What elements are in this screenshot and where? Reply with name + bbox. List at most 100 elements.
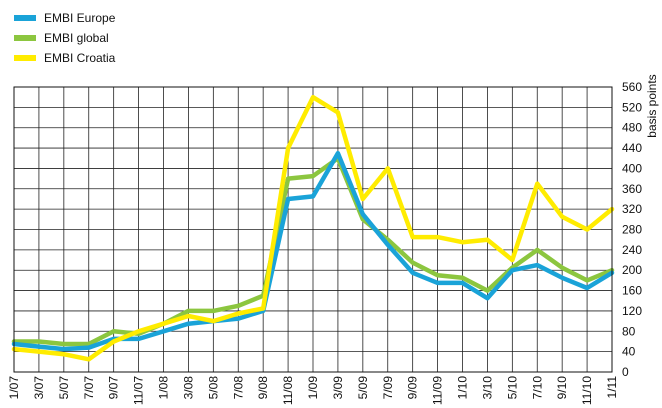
data-point-embi-europe-22 (560, 276, 564, 280)
data-point-embi-global-21 (536, 248, 539, 252)
x-tick-label-3: 7/07 (82, 376, 96, 400)
data-point-embi-global-4 (112, 330, 115, 333)
data-point-embi-croatia-7 (187, 314, 190, 318)
x-tick-label-19: 3/10 (480, 376, 494, 400)
y-tick-label-8: 320 (622, 202, 642, 216)
data-point-embi-europe-5 (137, 337, 140, 341)
legend-swatch-embi-global (14, 35, 36, 41)
plot-frame (13, 86, 613, 373)
data-point-embi-global-12 (311, 174, 315, 178)
data-point-embi-croatia-2 (62, 352, 66, 356)
data-point-embi-europe-16 (411, 271, 414, 274)
data-point-embi-croatia-4 (112, 340, 115, 343)
data-point-embi-croatia-22 (560, 215, 564, 218)
data-point-embi-europe-18 (461, 281, 464, 285)
data-point-embi-europe-17 (436, 281, 439, 285)
data-point-embi-croatia-23 (585, 228, 589, 231)
x-tick-label-17: 11/09 (431, 376, 445, 405)
data-point-embi-global-2 (62, 342, 66, 346)
data-point-embi-croatia-19 (486, 238, 489, 241)
data-point-embi-croatia-3 (87, 358, 90, 361)
data-point-embi-croatia-18 (461, 241, 464, 244)
y-tick-label-3: 120 (622, 304, 642, 318)
data-point-embi-europe-6 (162, 330, 165, 333)
x-tick-label-16: 9/09 (406, 376, 420, 400)
x-tick-label-22: 9/10 (555, 376, 569, 400)
x-tick-label-14: 5/09 (356, 376, 370, 400)
x-tick-label-20: 5/10 (505, 376, 519, 400)
y-tick-label-13: 520 (622, 100, 642, 114)
x-tick-label-7: 3/08 (181, 376, 195, 400)
data-point-embi-croatia-17 (436, 235, 439, 239)
series-lines (11, 94, 615, 362)
y-tick-label-10: 400 (622, 161, 642, 175)
data-point-embi-global-11 (286, 177, 290, 180)
y-tick-label-9: 360 (622, 182, 642, 196)
x-tick-label-0: 1/07 (7, 376, 21, 400)
legend-label-embi-europe: EMBI Europe (44, 11, 116, 25)
data-point-embi-europe-15 (386, 243, 389, 246)
data-point-embi-croatia-12 (311, 95, 315, 99)
data-point-embi-global-8 (212, 309, 215, 313)
y-tick-label-5: 200 (622, 263, 642, 277)
data-point-embi-europe-3 (87, 346, 90, 349)
y-tick-label-7: 280 (622, 223, 642, 237)
data-point-embi-croatia-5 (137, 330, 140, 333)
legend-label-embi-croatia: EMBI Croatia (44, 51, 116, 65)
data-point-embi-global-1 (37, 340, 41, 343)
data-point-embi-global-17 (436, 274, 439, 277)
y-axis-ticks: 0 40 80 120 160 200 240 280 320 360 400 440 480 520 56… (622, 80, 642, 379)
y-tick-label-2: 80 (622, 324, 636, 338)
data-point-embi-croatia-16 (411, 235, 414, 239)
x-tick-label-18: 1/10 (456, 376, 470, 400)
x-tick-label-12: 1/09 (306, 376, 320, 400)
data-point-embi-europe-20 (511, 269, 514, 272)
y-tick-label-6: 240 (622, 243, 642, 257)
y-tick-label-4: 160 (622, 284, 642, 298)
data-point-embi-global-14 (361, 218, 365, 221)
data-point-embi-europe-21 (536, 263, 539, 267)
data-point-embi-europe-11 (286, 197, 290, 201)
data-point-embi-europe-19 (486, 297, 489, 300)
data-point-embi-croatia-14 (361, 197, 365, 201)
x-tick-label-21: 7/10 (530, 376, 544, 400)
x-tick-label-11: 11/08 (281, 376, 295, 405)
data-point-embi-europe-1 (37, 345, 41, 348)
data-point-embi-europe-7 (187, 322, 190, 325)
x-tick-label-2: 5/07 (57, 376, 71, 400)
data-point-embi-europe-2 (62, 347, 66, 351)
data-point-embi-global-7 (187, 309, 190, 313)
x-tick-label-15: 7/09 (381, 376, 395, 400)
data-point-embi-global-19 (486, 289, 489, 292)
data-point-embi-croatia-13 (336, 111, 340, 114)
y-tick-label-12: 480 (622, 121, 642, 135)
x-tick-label-10: 9/08 (256, 376, 270, 400)
data-point-embi-croatia-1 (37, 350, 41, 353)
data-point-embi-europe-13 (336, 151, 340, 155)
legend-label-embi-global: EMBI global (44, 31, 109, 45)
data-point-embi-global-15 (386, 238, 389, 241)
data-point-embi-global-23 (585, 279, 589, 282)
x-tick-label-4: 9/07 (107, 376, 121, 400)
legend: EMBI Europe EMBI global EMBI Croatia (14, 11, 116, 65)
y-tick-label-0: 0 (622, 365, 629, 379)
data-point-embi-europe-12 (311, 195, 315, 198)
legend-swatch-embi-croatia (14, 55, 36, 61)
data-point-embi-croatia-10 (261, 307, 265, 310)
x-tick-label-23: 11/10 (580, 376, 594, 405)
data-point-embi-europe-23 (585, 286, 589, 290)
data-point-embi-europe-14 (361, 213, 365, 216)
data-point-embi-croatia-15 (386, 167, 389, 170)
data-point-embi-global-9 (237, 304, 240, 308)
x-tick-label-5: 11/07 (132, 376, 146, 405)
y-tick-label-1: 40 (622, 345, 636, 359)
x-axis-ticks: 1/07 3/07 5/07 7/07 9/07 11/07 1/08 3/08 5/08 7/0… (7, 376, 619, 405)
data-point-embi-global-16 (411, 261, 414, 264)
data-point-embi-croatia-6 (162, 322, 165, 325)
data-point-embi-croatia-11 (286, 146, 290, 150)
x-tick-label-9: 7/08 (231, 376, 245, 400)
data-point-embi-croatia-8 (212, 319, 215, 323)
legend-swatch-embi-europe (14, 15, 36, 21)
data-point-embi-croatia-20 (511, 258, 514, 262)
